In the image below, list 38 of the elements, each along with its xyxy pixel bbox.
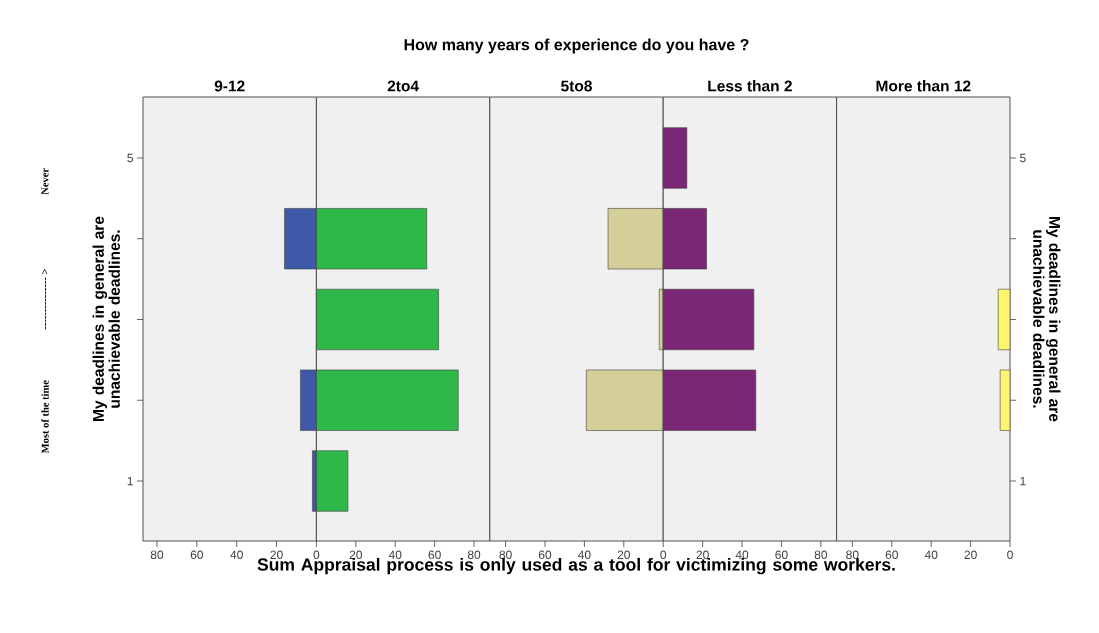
y-tick-label: 1	[1020, 476, 1026, 486]
y-axis-title: My deadlines in general are unachievable deadlines.	[92, 216, 120, 421]
x-tick-label: 60	[538, 550, 552, 560]
x-tick-label: 0	[660, 550, 667, 560]
x-tick-label: 80	[814, 550, 828, 560]
x-tick-label: 40	[735, 550, 749, 560]
x-tick-label: 40	[924, 550, 938, 560]
x-tick-label: 60	[190, 550, 204, 560]
x-tick-label: 80	[846, 550, 859, 560]
text: Never	[41, 168, 49, 195]
y-tick-label: 5	[1020, 153, 1026, 163]
x-tick-label: 60	[775, 550, 788, 560]
chart-title: 5to8	[561, 80, 592, 92]
x-tick-label: 20	[964, 550, 977, 560]
chart-title: More than 12	[876, 80, 971, 92]
x-tick-label: 40	[577, 550, 591, 560]
y-tick-label: 1	[127, 476, 133, 486]
x-tick-label: 40	[230, 550, 243, 560]
x-tick-label: 20	[270, 550, 283, 560]
text: --------------- >	[41, 269, 48, 330]
text: Most of the time	[41, 380, 49, 454]
x-tick-label: 80	[499, 550, 512, 560]
x-tick-label: 60	[885, 550, 898, 560]
chart-title: 9-12	[214, 80, 245, 92]
chart-title: Less than 2	[708, 80, 792, 92]
y-tick-label: 5	[127, 153, 133, 163]
chart-title: 2to4	[387, 80, 419, 92]
x-tick-label: 0	[1007, 550, 1013, 560]
y-axis-title: My deadlines in general are unachievable deadlines.	[1033, 217, 1061, 422]
x-tick-label: 60	[428, 550, 441, 560]
x-tick-label: 20	[349, 550, 363, 560]
x-tick-label: 40	[388, 550, 402, 560]
x-tick-label: 20	[617, 550, 630, 560]
x-tick-label: 80	[150, 550, 164, 560]
x-tick-label: 20	[696, 550, 709, 560]
text: How many years of experience do you have ?	[404, 38, 749, 54]
x-tick-label: 80	[467, 550, 481, 560]
x-tick-label: 0	[313, 550, 320, 560]
